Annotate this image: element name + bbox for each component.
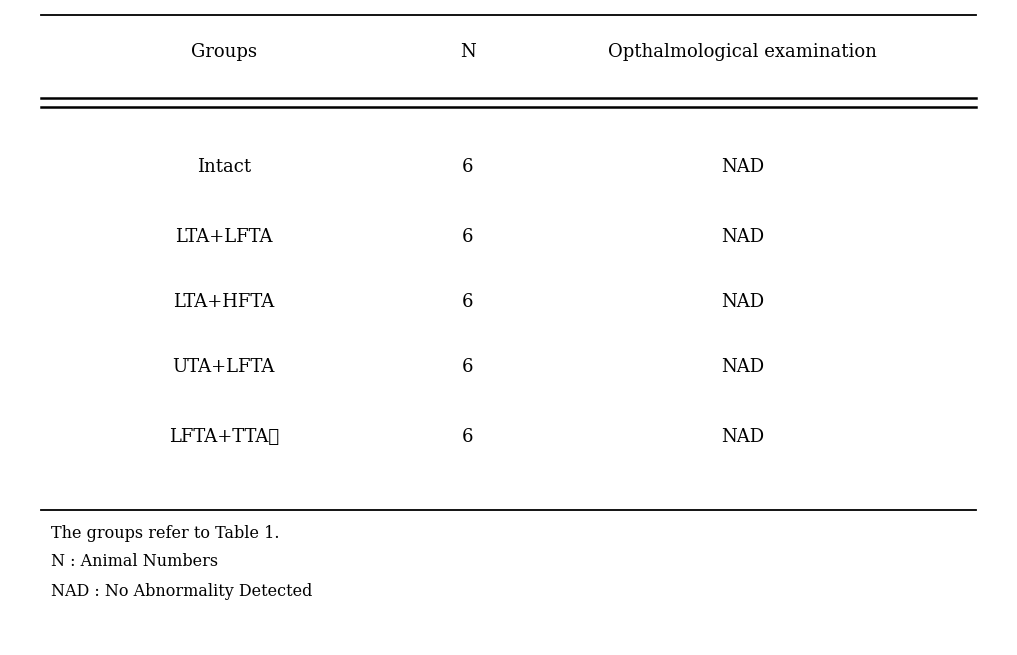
Text: N: N [460,43,476,61]
Text: NAD : No Abnormality Detected: NAD : No Abnormality Detected [51,584,312,601]
Text: NAD: NAD [721,358,764,376]
Text: 6: 6 [462,293,474,311]
Text: NAD: NAD [721,293,764,311]
Text: Opthalmological examination: Opthalmological examination [608,43,877,61]
Text: 6: 6 [462,358,474,376]
Text: N : Animal Numbers: N : Animal Numbers [51,553,218,571]
Text: UTA+LFTA: UTA+LFTA [173,358,275,376]
Text: NAD: NAD [721,158,764,176]
Text: LFTA+TTA군: LFTA+TTA군 [169,428,279,446]
Text: LTA+LFTA: LTA+LFTA [175,228,273,246]
Text: 6: 6 [462,228,474,246]
Text: 6: 6 [462,158,474,176]
Text: Intact: Intact [196,158,251,176]
Text: NAD: NAD [721,228,764,246]
Text: LTA+HFTA: LTA+HFTA [173,293,275,311]
Text: Groups: Groups [191,43,256,61]
Text: The groups refer to Table 1.: The groups refer to Table 1. [51,525,280,542]
Text: NAD: NAD [721,428,764,446]
Text: 6: 6 [462,428,474,446]
